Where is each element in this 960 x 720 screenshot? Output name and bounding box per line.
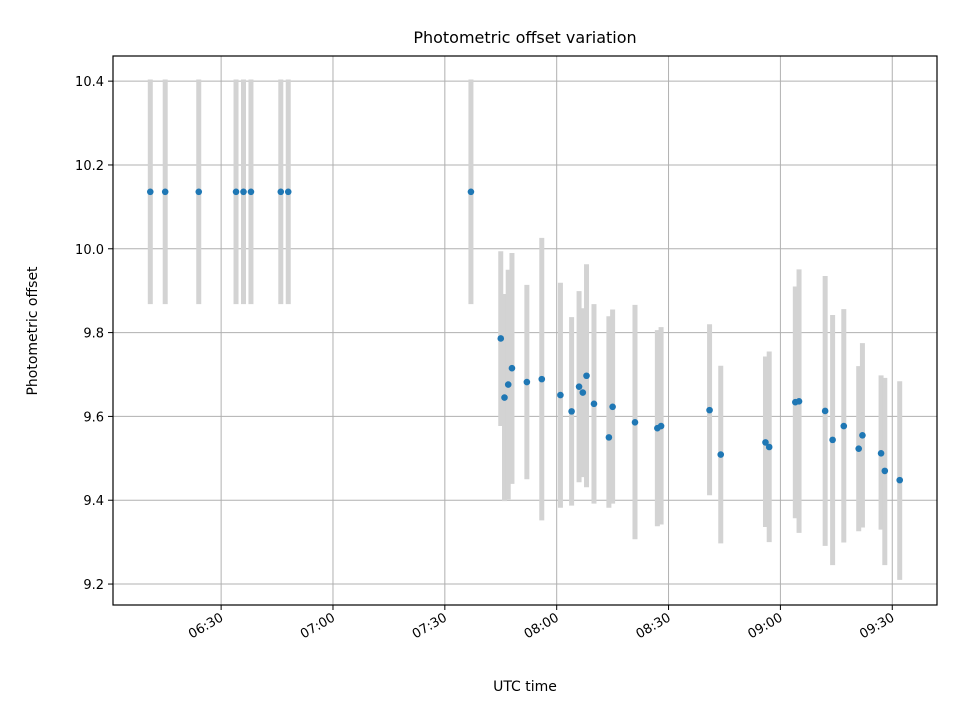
data-point bbox=[829, 436, 836, 444]
y-tick-label: 10.2 bbox=[75, 159, 104, 174]
data-point bbox=[557, 391, 564, 399]
data-point bbox=[467, 188, 475, 196]
y-axis-ticks: 9.2 9.4 9.6 9.8 10.0 10.2 10.4 bbox=[75, 75, 113, 593]
data-point bbox=[538, 375, 546, 383]
y-tick-label: 10.4 bbox=[75, 75, 104, 90]
data-point bbox=[877, 449, 885, 457]
data-points bbox=[146, 188, 904, 484]
data-point bbox=[232, 188, 240, 196]
x-axis-label: UTC time bbox=[493, 679, 557, 695]
data-point bbox=[504, 381, 512, 388]
data-point bbox=[568, 408, 575, 415]
data-point bbox=[717, 451, 725, 458]
data-point bbox=[795, 398, 803, 405]
data-point bbox=[583, 372, 590, 380]
data-point bbox=[609, 403, 616, 411]
data-point bbox=[284, 188, 292, 196]
y-tick-label: 9.6 bbox=[83, 410, 104, 425]
data-point bbox=[765, 443, 773, 451]
data-point bbox=[240, 188, 247, 196]
y-tick-label: 10.0 bbox=[75, 243, 104, 258]
data-point bbox=[605, 434, 613, 441]
data-point bbox=[855, 445, 863, 452]
data-point bbox=[501, 394, 508, 401]
data-point bbox=[657, 422, 665, 430]
data-point bbox=[161, 188, 169, 196]
data-point bbox=[523, 378, 531, 386]
data-point bbox=[247, 188, 255, 196]
data-point bbox=[146, 188, 154, 196]
data-point bbox=[840, 422, 848, 430]
data-point bbox=[821, 407, 829, 415]
data-point bbox=[762, 439, 769, 446]
data-point bbox=[859, 431, 866, 439]
data-point bbox=[896, 476, 904, 484]
data-point bbox=[508, 364, 516, 372]
data-point bbox=[497, 335, 505, 342]
y-tick-label: 9.8 bbox=[83, 327, 104, 342]
data-point bbox=[881, 467, 889, 475]
data-point bbox=[195, 188, 203, 196]
data-point bbox=[706, 406, 713, 414]
y-tick-label: 9.2 bbox=[83, 578, 104, 593]
y-axis-label: Photometric offset bbox=[25, 266, 41, 396]
chart-title: Photometric offset variation bbox=[413, 28, 636, 47]
data-point bbox=[277, 188, 285, 196]
data-point bbox=[590, 400, 598, 408]
y-tick-label: 9.4 bbox=[83, 494, 104, 509]
data-point bbox=[575, 383, 583, 390]
plot-frame bbox=[112, 55, 938, 606]
data-point bbox=[631, 418, 639, 426]
data-point bbox=[579, 389, 587, 396]
